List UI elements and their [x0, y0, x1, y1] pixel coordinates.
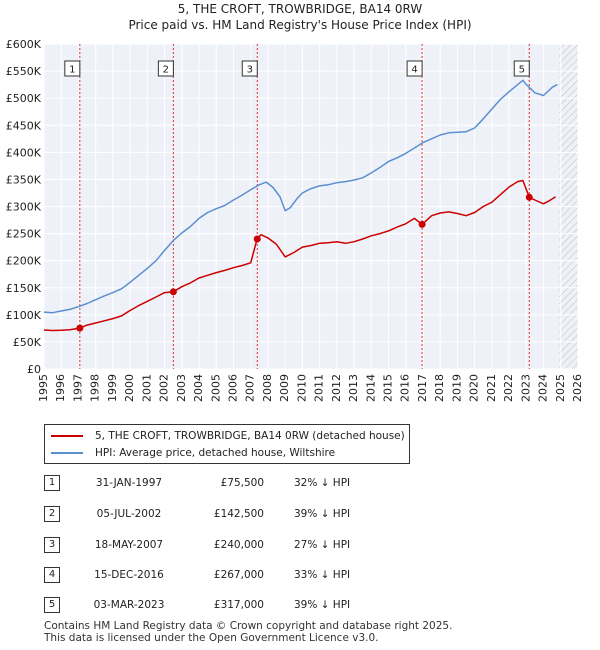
y-tick-label: £450K [6, 119, 42, 132]
sale-label-box [64, 60, 81, 77]
table-row: 2 05-JUL-2002 £142,500 39% ↓ HPI [44, 506, 564, 524]
x-tick-label: 2026 [571, 374, 584, 402]
sale-label-number: 4 [411, 65, 417, 76]
legend: 5, THE CROFT, TROWBRIDGE, BA14 0RW (deta… [44, 424, 410, 464]
x-tick-label: 2015 [382, 374, 395, 402]
x-tick-label: 2009 [278, 374, 291, 402]
y-tick-label: £500K [6, 92, 42, 105]
y-tick-label: £250K [6, 228, 42, 241]
sale-date: 18-MAY-2007 [94, 539, 164, 551]
chart-title: 5, THE CROFT, TROWBRIDGE, BA14 0RW [177, 2, 423, 16]
sale-number: 1 [44, 475, 60, 491]
table-row: 3 18-MAY-2007 £240,000 27% ↓ HPI [44, 537, 564, 555]
sale-hpi-diff: 27% ↓ HPI [294, 539, 351, 551]
sale-date: 05-JUL-2002 [96, 508, 162, 520]
sale-label-box [241, 60, 258, 77]
sale-point [418, 220, 426, 228]
legend-property-line [51, 435, 83, 437]
x-tick-label: 1997 [71, 374, 84, 402]
sale-point [253, 235, 261, 243]
x-tick-label: 2018 [433, 374, 446, 402]
sale-date: 15-DEC-2016 [94, 569, 164, 581]
sale-price: £317,000 [213, 599, 264, 611]
sale-label-box [406, 60, 423, 77]
sale-hpi-diff: 39% ↓ HPI [294, 508, 351, 520]
y-tick-label: £400K [6, 146, 42, 159]
chart-subtitle: Price paid vs. HM Land Registry's House … [128, 18, 472, 32]
y-tick-label: £200K [6, 255, 42, 268]
footer-licence: This data is licensed under the Open Gov… [44, 632, 379, 644]
y-tick-label: £100K [6, 309, 42, 322]
sale-number: 5 [44, 597, 60, 613]
x-tick-label: 1996 [54, 374, 67, 402]
x-tick-label: 2005 [209, 374, 222, 402]
table-row: 1 31-JAN-1997 £75,500 32% ↓ HPI [44, 475, 564, 493]
x-tick-label: 2019 [450, 374, 463, 402]
y-tick-label: £300K [6, 201, 42, 214]
x-tick-label: 2006 [226, 374, 239, 402]
sale-date: 31-JAN-1997 [95, 477, 163, 489]
sale-price: £240,000 [213, 539, 264, 551]
sale-point [76, 324, 84, 332]
x-tick-label: 2016 [399, 374, 412, 402]
x-tick-label: 2003 [175, 374, 188, 402]
property-price-line [43, 179, 556, 332]
sale-label-number: 1 [69, 65, 75, 76]
x-tick-label: 2021 [485, 374, 498, 402]
x-tick-label: 2024 [537, 374, 550, 402]
legend-property-label: 5, THE CROFT, TROWBRIDGE, BA14 0RW (deta… [95, 430, 405, 442]
x-tick-label: 1995 [37, 374, 50, 402]
sale-label-number: 3 [247, 65, 253, 76]
sale-number: 3 [44, 537, 60, 553]
x-tick-label: 2008 [261, 374, 274, 402]
table-row: 5 03-MAR-2023 £317,000 39% ↓ HPI [44, 597, 564, 615]
sale-price: £142,500 [213, 508, 264, 520]
x-tick-label: 1998 [89, 374, 102, 402]
hpi-line [43, 79, 558, 314]
x-tick-label: 2011 [313, 374, 326, 402]
y-tick-label: £600K [6, 38, 42, 51]
sale-date: 03-MAR-2023 [93, 599, 165, 611]
x-tick-label: 2002 [158, 374, 171, 402]
x-tick-label: 2025 [554, 374, 567, 402]
legend-hpi-line [51, 452, 83, 454]
sale-number: 4 [44, 567, 60, 583]
sale-point [525, 193, 533, 201]
sale-label-number: 2 [163, 65, 169, 76]
y-tick-label: £50K [13, 336, 42, 349]
x-tick-label: 2023 [519, 374, 532, 402]
x-tick-label: 2012 [330, 374, 343, 402]
y-tick-label: £0 [27, 363, 41, 376]
sale-label-box [157, 60, 174, 77]
sale-hpi-diff: 32% ↓ HPI [294, 477, 351, 489]
sale-label-box [513, 60, 530, 77]
sale-point [169, 288, 177, 296]
y-tick-label: £150K [6, 282, 42, 295]
x-tick-label: 2001 [140, 374, 153, 402]
sale-hpi-diff: 33% ↓ HPI [294, 569, 351, 581]
y-tick-label: £550K [6, 65, 42, 78]
table-row: 4 15-DEC-2016 £267,000 33% ↓ HPI [44, 567, 564, 585]
sale-price: £267,000 [213, 569, 264, 581]
sale-number: 2 [44, 506, 60, 522]
x-tick-label: 2007 [244, 374, 257, 402]
x-tick-label: 2010 [295, 374, 308, 402]
x-tick-label: 2004 [192, 374, 205, 402]
y-tick-label: £350K [6, 173, 42, 186]
x-tick-label: 1999 [106, 374, 119, 402]
x-tick-label: 2014 [364, 374, 377, 402]
x-tick-label: 2017 [416, 374, 429, 402]
price-chart: £0 £50K £100K £150K £200K £250K £300K £350K £400… [6, 38, 584, 402]
x-tick-label: 2000 [123, 374, 136, 402]
sale-price: £75,500 [220, 477, 264, 489]
sale-hpi-diff: 39% ↓ HPI [294, 599, 351, 611]
x-tick-label: 2022 [502, 374, 515, 402]
footer-copyright: Contains HM Land Registry data © Crown c… [44, 620, 453, 632]
sale-label-number: 5 [519, 65, 525, 76]
legend-hpi-label: HPI: Average price, detached house, Wilt… [95, 447, 336, 459]
x-tick-label: 2013 [347, 374, 360, 402]
x-tick-label: 2020 [468, 374, 481, 402]
